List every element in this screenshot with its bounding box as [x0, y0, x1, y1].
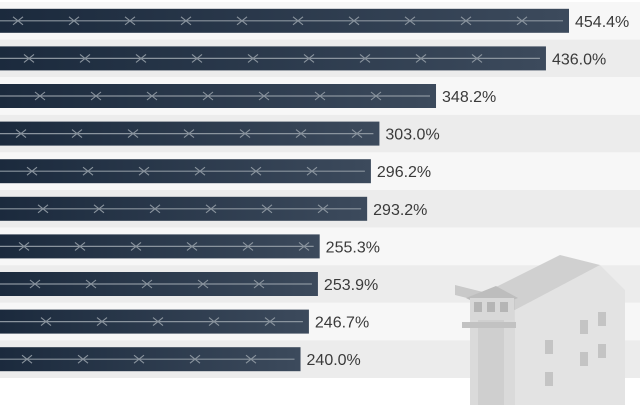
bar — [0, 272, 318, 296]
bar — [0, 196, 368, 221]
bar-value-label: 246.7% — [315, 315, 369, 332]
bar — [0, 347, 301, 372]
bar — [0, 84, 437, 108]
bars-group — [0, 8, 569, 372]
value-labels: 454.4% 436.0% 348.2% 303.0% 296.2% 293.2% 255.… — [307, 14, 630, 369]
bar-value-label: 253.9% — [324, 277, 378, 294]
prison-building-icon — [455, 255, 625, 405]
bar — [0, 159, 371, 184]
bar-value-label: 303.0% — [385, 127, 439, 144]
bar-value-label: 436.0% — [552, 51, 606, 68]
bar — [0, 309, 309, 334]
bar-value-label: 240.0% — [307, 352, 361, 369]
bar-value-label: 348.2% — [442, 89, 496, 106]
bar-value-label: 296.2% — [377, 164, 431, 181]
bar — [0, 234, 320, 259]
bar — [0, 121, 380, 146]
bar — [0, 8, 569, 33]
bar-value-label: 255.3% — [326, 239, 380, 256]
bar — [0, 46, 546, 71]
bar-value-label: 454.4% — [575, 14, 629, 31]
bar-value-label: 293.2% — [373, 202, 427, 219]
